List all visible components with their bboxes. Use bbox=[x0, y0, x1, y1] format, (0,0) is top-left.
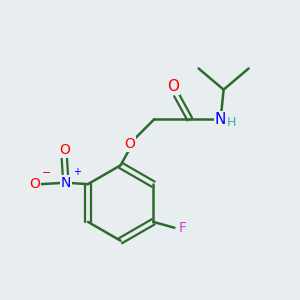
Text: O: O bbox=[124, 137, 135, 151]
Text: N: N bbox=[215, 112, 226, 127]
Text: H: H bbox=[227, 116, 236, 129]
Text: O: O bbox=[29, 177, 40, 191]
Text: F: F bbox=[178, 221, 187, 235]
Text: −: − bbox=[42, 168, 52, 178]
Text: +: + bbox=[74, 167, 82, 177]
Text: N: N bbox=[61, 176, 71, 190]
Text: O: O bbox=[167, 79, 179, 94]
Text: O: O bbox=[59, 143, 70, 157]
